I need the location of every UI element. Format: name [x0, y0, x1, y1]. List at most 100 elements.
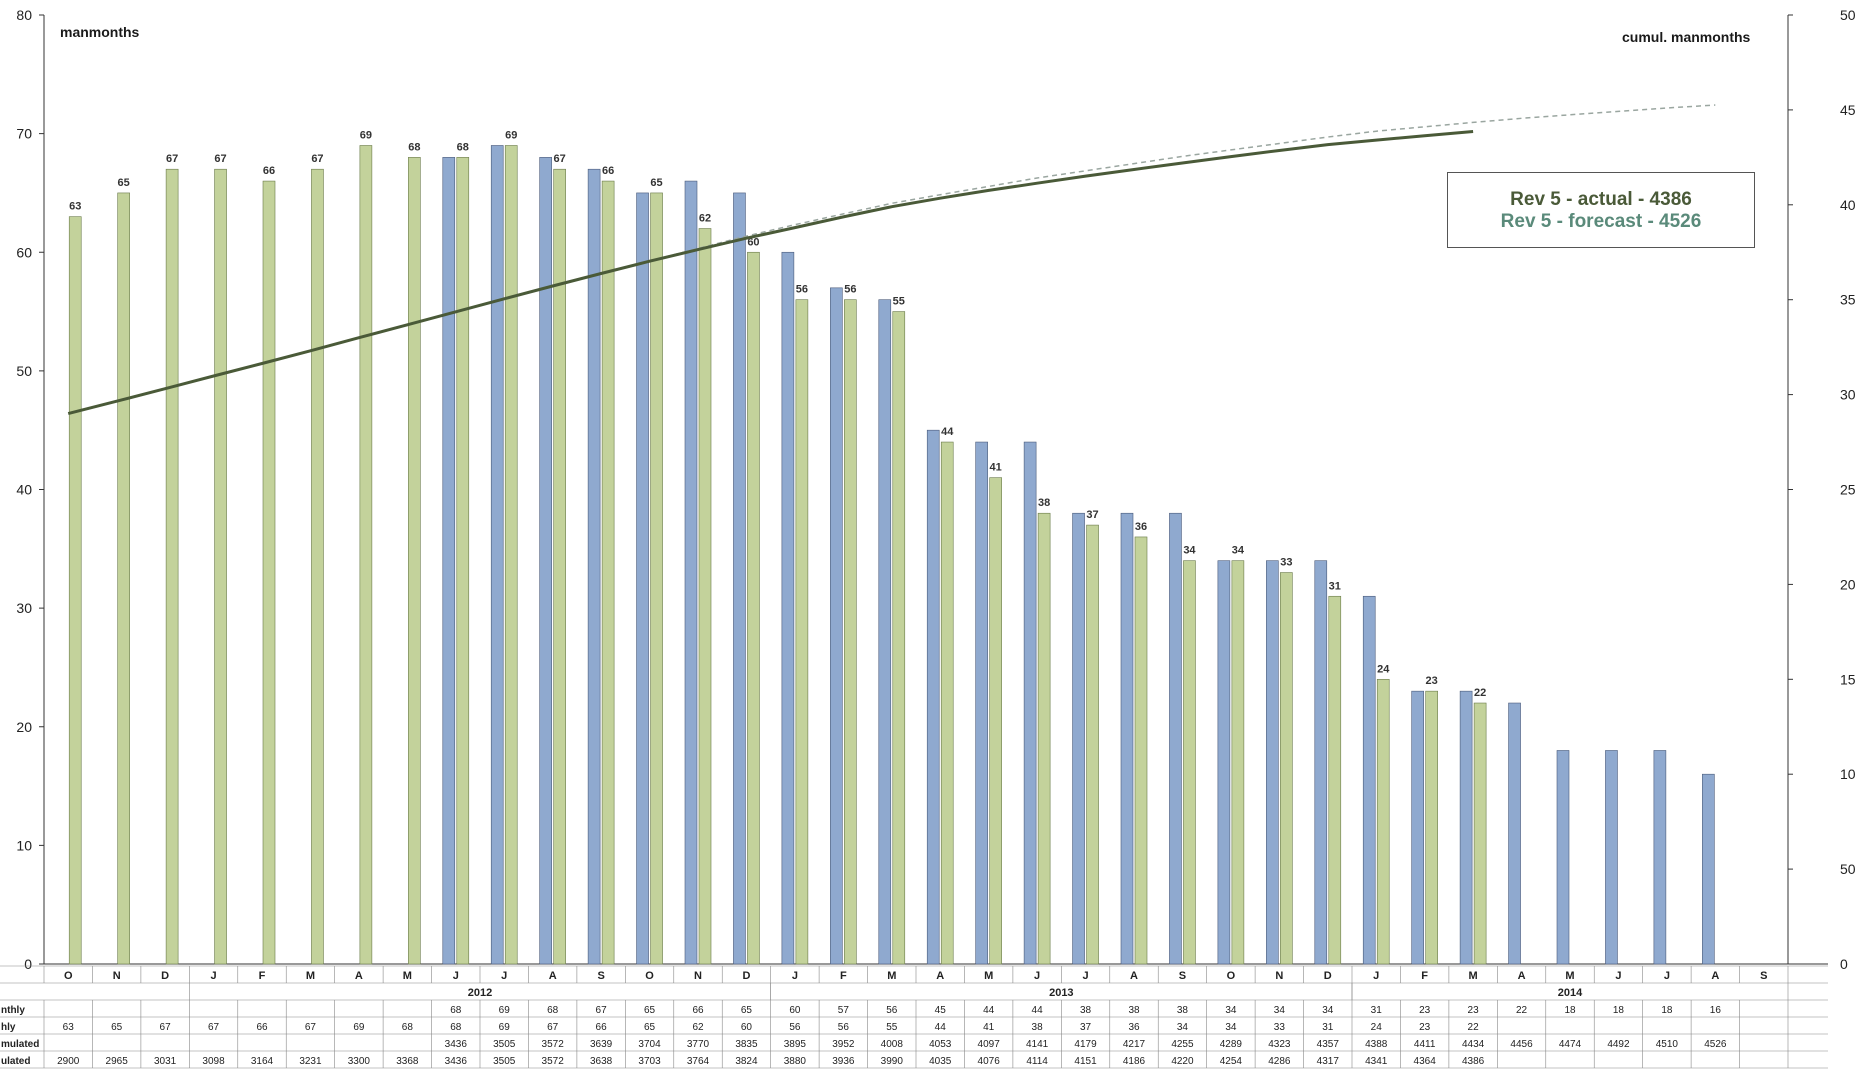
bar-value-label: 55	[893, 296, 905, 308]
table-cell: 3436	[445, 1039, 468, 1050]
left-tick-label: 30	[16, 600, 32, 616]
right-tick-label: 500	[1840, 861, 1856, 877]
left-tick-label: 60	[16, 244, 32, 260]
table-cell: 44	[935, 1022, 947, 1033]
bar-value-label: 56	[844, 284, 856, 296]
table-row-label: nthly	[1, 1005, 25, 1016]
table-cell: 3824	[735, 1056, 758, 1067]
table-cell: 4114	[1026, 1056, 1048, 1067]
bar-value-label: 36	[1135, 521, 1147, 533]
table-cell: 4456	[1510, 1039, 1533, 1050]
table-cell: 4286	[1268, 1056, 1291, 1067]
right-tick-label: 4500	[1840, 102, 1856, 118]
actual-bar	[311, 168, 324, 965]
bar-value-label: 22	[1474, 687, 1486, 699]
table-cell: 67	[547, 1022, 559, 1033]
bar-value-label: 38	[1038, 497, 1050, 509]
right-tick-label: 4000	[1840, 197, 1856, 213]
bar-value-label: 66	[602, 165, 614, 177]
actual-bar	[940, 441, 954, 965]
actual-bar	[1037, 512, 1051, 965]
bar-value-label: 60	[747, 236, 759, 248]
legend-actual: Rev 5 - actual - 4386	[1510, 189, 1692, 210]
forecast-bar	[926, 429, 940, 965]
month-label: S	[597, 970, 604, 982]
actual-bar	[262, 180, 276, 965]
table-cell: 34	[1274, 1005, 1286, 1016]
table-cell: 31	[1371, 1005, 1383, 1016]
actual-bar	[747, 251, 760, 965]
month-label: A	[1518, 970, 1526, 982]
table-cell: 4008	[881, 1039, 904, 1050]
actual-bar	[1376, 678, 1390, 965]
table-cell: 4364	[1414, 1056, 1437, 1067]
table-cell: 22	[1516, 1005, 1528, 1016]
forecast-bar	[1217, 560, 1231, 965]
table-cell: 67	[160, 1022, 172, 1033]
table-cell: 38	[1177, 1005, 1189, 1016]
actual-cumulative-line	[67, 130, 1474, 416]
actual-bar	[1425, 690, 1438, 965]
table-cell: 4220	[1171, 1056, 1194, 1067]
month-label: A	[549, 970, 557, 982]
month-label: F	[1421, 970, 1428, 982]
table-cell: 56	[789, 1022, 801, 1033]
table-cell: 4254	[1220, 1056, 1243, 1067]
table-cell: 45	[935, 1005, 947, 1016]
table-cell: 55	[886, 1022, 898, 1033]
actual-bar	[359, 145, 373, 965]
bar-value-label: 23	[1426, 675, 1438, 687]
actual-bar	[553, 168, 566, 965]
table-cell: 4386	[1462, 1056, 1485, 1067]
bar-value-label: 24	[1377, 663, 1390, 675]
actual-bar	[1328, 595, 1342, 965]
right-tick-label: 2500	[1840, 482, 1856, 498]
table-cell: 68	[450, 1022, 462, 1033]
table-cell: 4255	[1171, 1039, 1194, 1050]
right-tick-label: 0	[1840, 956, 1848, 972]
table-cell: 2900	[57, 1056, 80, 1067]
table-cell: 67	[596, 1005, 608, 1016]
bar-value-label: 69	[505, 129, 517, 141]
month-label: M	[306, 970, 315, 982]
left-axis-label: manmonths	[60, 24, 140, 40]
month-label: F	[840, 970, 847, 982]
table-cell: 4357	[1317, 1039, 1340, 1050]
bar-value-label: 68	[457, 141, 469, 153]
left-tick-label: 20	[16, 719, 32, 735]
forecast-bar	[1266, 560, 1279, 965]
table-cell: 3936	[832, 1056, 855, 1067]
forecast-bar	[1072, 512, 1085, 965]
table-cell: 18	[1564, 1005, 1576, 1016]
month-label: O	[64, 970, 73, 982]
table-cell: 60	[789, 1005, 801, 1016]
actual-bar	[1134, 536, 1148, 965]
forecast-bar	[1702, 773, 1715, 965]
actual-bar	[1473, 702, 1487, 965]
table-cell: 4434	[1462, 1039, 1485, 1050]
right-tick-label: 5000	[1840, 7, 1856, 23]
table-cell: 18	[1613, 1005, 1625, 1016]
table-cell: 68	[402, 1022, 414, 1033]
right-tick-label: 1000	[1840, 766, 1856, 782]
table-row-label: hly	[1, 1022, 16, 1033]
table-cell: 4289	[1220, 1039, 1243, 1050]
table-cell: 68	[547, 1005, 559, 1016]
table-cell: 34	[1322, 1005, 1334, 1016]
table-cell: 34	[1225, 1022, 1237, 1033]
table-cell: 4317	[1317, 1056, 1340, 1067]
table-cell: 3638	[590, 1056, 613, 1067]
month-label: N	[1275, 970, 1283, 982]
table-cell: 65	[644, 1005, 656, 1016]
table-cell: 3880	[784, 1056, 807, 1067]
table-cell: 69	[353, 1022, 365, 1033]
table-cell: 3098	[202, 1056, 225, 1067]
legend-forecast: Rev 5 - forecast - 4526	[1500, 211, 1702, 232]
month-label: J	[1373, 970, 1379, 982]
month-label: O	[1227, 970, 1236, 982]
table-cell: 4411	[1414, 1039, 1436, 1050]
table-cell: 18	[1661, 1005, 1673, 1016]
table-cell: 38	[1032, 1022, 1044, 1033]
bar-value-label: 56	[796, 284, 808, 296]
